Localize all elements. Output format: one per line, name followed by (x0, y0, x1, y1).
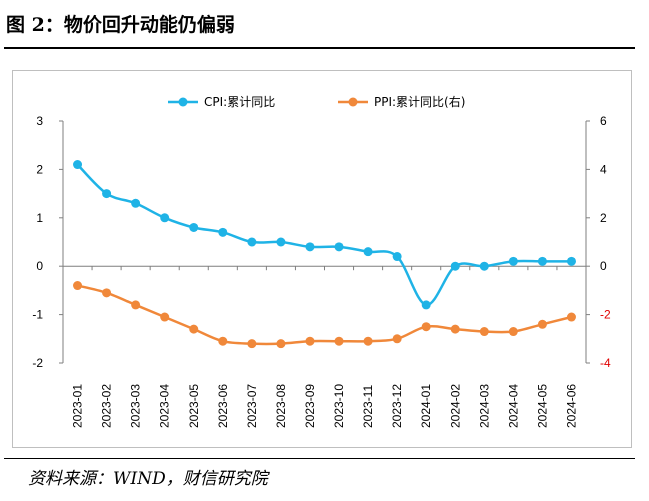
chart-figure-title: 图 2：物价回升动能仍偏弱 (6, 14, 235, 36)
cpi-data-point (102, 189, 112, 199)
x-category-label: 2023-01 (71, 384, 85, 428)
right-y-tick-label: 0 (600, 259, 607, 273)
cpi-data-point (305, 242, 315, 252)
right-y-tick-label: 6 (600, 114, 607, 128)
ppi-data-point (566, 312, 576, 322)
legend-ppi-label: PPI:累计同比(右) (374, 94, 465, 109)
right-y-tick-label: 2 (600, 211, 607, 225)
ppi-data-point (218, 336, 228, 346)
x-category-label: 2024-04 (506, 384, 520, 428)
ppi-data-point (421, 322, 431, 332)
ppi-data-point (334, 336, 344, 346)
x-category-label: 2024-06 (564, 384, 578, 428)
legend-swatch-marker (178, 97, 188, 107)
source-note: 资料来源：WIND，财信研究院 (28, 469, 268, 489)
left-y-tick-label: 1 (36, 211, 43, 225)
x-category-label: 2024-02 (448, 384, 462, 428)
left-y-tick-label: 3 (36, 114, 43, 128)
cpi-series-line (76, 163, 572, 307)
cpi-data-point (218, 227, 228, 237)
cpi-data-point (73, 160, 83, 170)
ppi-data-point (102, 288, 112, 298)
cpi-data-point (479, 261, 489, 271)
ppi-data-point (363, 336, 373, 346)
ppi-data-point (479, 327, 489, 337)
x-category-label: 2023-11 (361, 385, 375, 428)
ppi-data-point (508, 327, 518, 337)
ppi-data-point (537, 319, 547, 329)
cpi-data-point (450, 261, 460, 271)
x-category-label: 2023-09 (303, 384, 317, 428)
chart-frame (12, 70, 632, 448)
left-y-tick-label: -1 (32, 308, 43, 322)
cpi-data-point (537, 256, 547, 266)
cpi-data-point (363, 247, 373, 257)
cpi-data-point (189, 222, 199, 232)
ppi-data-point (160, 312, 170, 322)
left-y-tick-label: -2 (32, 356, 43, 370)
ppi-data-point (247, 339, 257, 349)
bottom-divider (4, 458, 635, 459)
cpi-data-point (508, 256, 518, 266)
x-category-label: 2023-05 (187, 384, 201, 428)
x-category-label: 2024-03 (477, 384, 491, 428)
ppi-series-line (77, 284, 572, 346)
top-divider (4, 47, 635, 49)
ppi-data-point (131, 300, 141, 310)
x-category-label: 2023-07 (245, 384, 259, 428)
cpi-data-point (334, 242, 344, 252)
legend-swatch-marker (348, 97, 358, 107)
cpi-data-point (392, 252, 402, 262)
cpi-data-point (276, 237, 286, 247)
x-category-label: 2023-12 (390, 384, 404, 428)
left-y-tick-label: 0 (36, 259, 43, 273)
x-category-label: 2023-04 (158, 384, 172, 428)
x-category-label: 2023-03 (129, 384, 143, 428)
x-category-label: 2023-10 (332, 384, 346, 428)
legend-cpi-label: CPI:累计同比 (204, 95, 275, 109)
x-category-label: 2024-05 (535, 384, 549, 428)
x-category-label: 2024-01 (419, 384, 433, 428)
cpi-data-point (421, 300, 431, 310)
cpi-data-point (131, 198, 141, 208)
x-category-label: 2023-08 (274, 384, 288, 428)
cpi-data-point (247, 237, 257, 247)
left-y-tick-label: 2 (36, 162, 43, 176)
right-y-tick-label: -4 (600, 356, 611, 370)
cpi-data-point (160, 213, 170, 223)
ppi-data-point (450, 324, 460, 334)
right-y-tick-label: 4 (600, 162, 607, 176)
ppi-data-point (189, 324, 199, 334)
cpi-data-point (566, 256, 576, 266)
x-category-label: 2023-02 (100, 384, 114, 428)
ppi-data-point (276, 339, 286, 349)
right-y-tick-label: -2 (600, 308, 611, 322)
ppi-data-point (392, 334, 402, 344)
x-category-label: 2023-06 (216, 384, 230, 428)
ppi-data-point (305, 336, 315, 346)
ppi-data-point (73, 281, 83, 291)
